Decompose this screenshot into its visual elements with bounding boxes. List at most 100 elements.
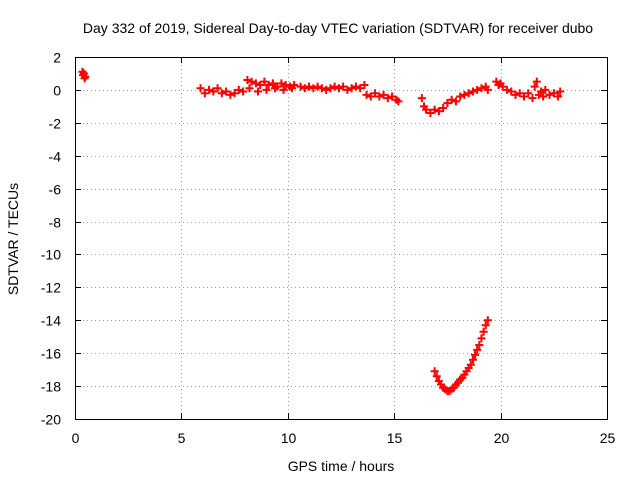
data-point bbox=[394, 97, 403, 106]
y-tick-label: -20 bbox=[41, 412, 61, 428]
y-tick-label: -8 bbox=[49, 215, 62, 231]
data-point bbox=[541, 85, 550, 94]
y-tick-label: -14 bbox=[41, 313, 61, 329]
data-point bbox=[196, 84, 205, 93]
data-point bbox=[234, 85, 243, 94]
data-point bbox=[473, 85, 482, 94]
data-point bbox=[477, 334, 486, 343]
data-point bbox=[554, 92, 563, 101]
data-points bbox=[78, 67, 565, 396]
data-point bbox=[351, 82, 360, 91]
data-point bbox=[473, 345, 482, 354]
data-point bbox=[334, 84, 343, 93]
data-point bbox=[479, 327, 488, 336]
data-point bbox=[481, 321, 490, 330]
data-point bbox=[471, 350, 480, 359]
data-point bbox=[524, 89, 533, 98]
data-point bbox=[498, 82, 507, 91]
data-point bbox=[366, 92, 375, 101]
x-tick-label: 5 bbox=[178, 430, 186, 446]
data-point bbox=[430, 105, 439, 114]
y-tick-label: 0 bbox=[53, 83, 61, 99]
data-point bbox=[360, 80, 369, 89]
data-point bbox=[262, 85, 271, 94]
data-point bbox=[434, 107, 443, 116]
data-point bbox=[200, 89, 209, 98]
data-point bbox=[466, 360, 475, 369]
y-tick-label: -12 bbox=[41, 280, 61, 296]
data-point bbox=[260, 77, 269, 86]
data-point bbox=[251, 79, 260, 88]
y-tick-label: 2 bbox=[53, 50, 61, 66]
data-point bbox=[296, 82, 305, 91]
data-point bbox=[528, 94, 537, 103]
data-point bbox=[477, 84, 486, 93]
data-point bbox=[268, 79, 277, 88]
data-point bbox=[464, 89, 473, 98]
data-point bbox=[532, 77, 541, 86]
data-point bbox=[475, 340, 484, 349]
data-point bbox=[222, 87, 231, 96]
data-point bbox=[379, 90, 388, 99]
data-point bbox=[317, 84, 326, 93]
data-point bbox=[468, 87, 477, 96]
y-tick-label: -10 bbox=[41, 247, 61, 263]
data-point bbox=[209, 87, 218, 96]
data-point bbox=[254, 87, 263, 96]
data-point bbox=[300, 84, 309, 93]
x-tick-label: 25 bbox=[600, 430, 616, 446]
data-point bbox=[520, 92, 529, 101]
data-point bbox=[545, 90, 554, 99]
data-point bbox=[281, 80, 290, 89]
data-point bbox=[245, 84, 254, 93]
data-point bbox=[264, 80, 273, 89]
data-point bbox=[451, 97, 460, 106]
plot-frame bbox=[75, 57, 608, 420]
data-point bbox=[511, 90, 520, 99]
data-point bbox=[537, 87, 546, 96]
y-tick-label: -16 bbox=[41, 346, 61, 362]
data-point bbox=[305, 82, 314, 91]
y-tick-label: -18 bbox=[41, 379, 61, 395]
data-point bbox=[226, 90, 235, 99]
data-point bbox=[422, 105, 431, 114]
data-point bbox=[343, 85, 352, 94]
y-tick-label: -2 bbox=[49, 116, 62, 132]
data-point bbox=[447, 95, 456, 104]
data-point bbox=[460, 90, 469, 99]
data-point bbox=[277, 79, 286, 88]
x-tick-label: 10 bbox=[281, 430, 297, 446]
data-point bbox=[247, 77, 256, 86]
data-point bbox=[456, 92, 465, 101]
data-point bbox=[539, 92, 548, 101]
data-point bbox=[309, 84, 318, 93]
data-point bbox=[556, 87, 565, 96]
data-point bbox=[417, 94, 426, 103]
data-point bbox=[279, 85, 288, 94]
x-tick-label: 0 bbox=[72, 430, 80, 446]
data-point bbox=[339, 82, 348, 91]
data-point bbox=[439, 104, 448, 113]
data-point bbox=[313, 82, 322, 91]
data-point bbox=[239, 87, 248, 96]
y-axis-label: SDTVAR / TECUs bbox=[5, 183, 21, 295]
data-point bbox=[243, 76, 252, 85]
data-point bbox=[230, 89, 239, 98]
data-point bbox=[362, 90, 371, 99]
data-point bbox=[81, 72, 90, 81]
data-point bbox=[322, 85, 331, 94]
data-point bbox=[383, 94, 392, 103]
data-point bbox=[288, 84, 297, 93]
data-point bbox=[530, 82, 539, 91]
data-point bbox=[468, 355, 477, 364]
data-point bbox=[356, 84, 365, 93]
data-point bbox=[326, 84, 335, 93]
data-point bbox=[426, 108, 435, 117]
chart-title: Day 332 of 2019, Sidereal Day-to-day VTE… bbox=[83, 20, 593, 36]
data-point bbox=[271, 84, 280, 93]
data-point bbox=[483, 85, 492, 94]
data-point bbox=[502, 85, 511, 94]
data-point bbox=[371, 89, 380, 98]
